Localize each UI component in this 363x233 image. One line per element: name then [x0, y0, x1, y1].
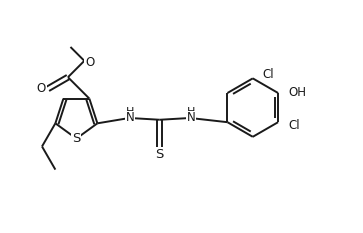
Text: O: O [37, 82, 46, 95]
Text: S: S [156, 148, 164, 161]
Text: N: N [186, 111, 195, 124]
Text: H: H [126, 107, 134, 117]
Text: Cl: Cl [263, 68, 274, 81]
Text: O: O [85, 56, 94, 69]
Text: H: H [187, 107, 195, 117]
Text: Cl: Cl [288, 119, 300, 132]
Text: S: S [72, 132, 81, 145]
Text: OH: OH [288, 86, 306, 99]
Text: N: N [126, 111, 135, 124]
